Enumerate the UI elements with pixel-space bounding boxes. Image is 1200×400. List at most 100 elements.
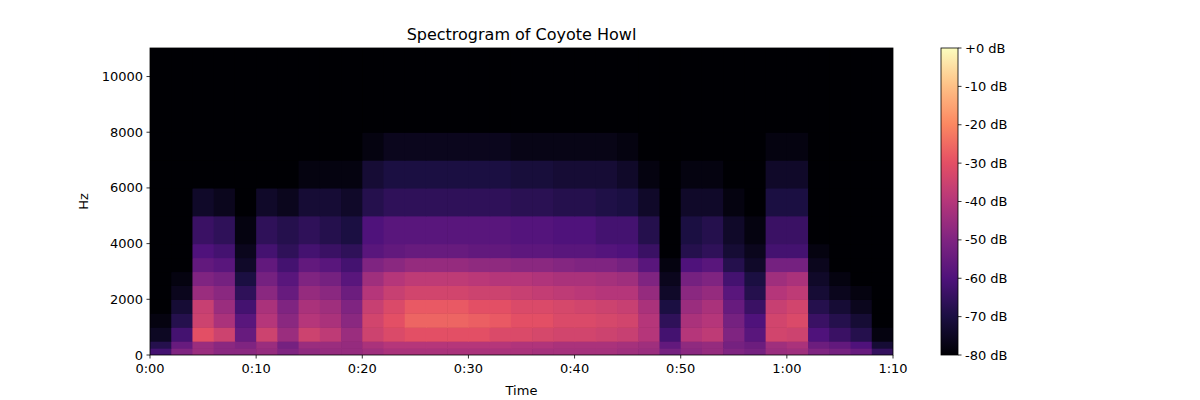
cell — [829, 271, 851, 286]
cell — [617, 244, 639, 259]
cell — [277, 313, 299, 328]
cell — [277, 299, 299, 314]
cell — [511, 48, 533, 133]
y-tick — [147, 187, 151, 188]
cell — [787, 188, 809, 216]
cell — [192, 285, 214, 300]
cell — [575, 348, 597, 355]
cell — [744, 313, 766, 328]
cell — [596, 348, 618, 355]
cell — [341, 327, 363, 342]
cell — [766, 48, 788, 133]
y-tick-label: 2000 — [110, 292, 143, 307]
cell — [426, 348, 448, 355]
cell — [320, 160, 342, 188]
colorbar-tick-label: -10 dB — [965, 79, 1008, 94]
cell — [235, 341, 257, 349]
cell — [681, 216, 703, 244]
cell — [702, 348, 724, 355]
cell — [405, 348, 427, 355]
cell — [490, 216, 512, 244]
cell — [617, 285, 639, 300]
cell — [702, 258, 724, 273]
cell — [150, 216, 172, 244]
cell — [192, 313, 214, 328]
cell — [851, 132, 873, 160]
cell — [511, 348, 533, 355]
cell — [766, 341, 788, 349]
cell — [468, 244, 490, 259]
cell — [723, 160, 745, 188]
cell — [150, 160, 172, 188]
cell — [299, 327, 321, 342]
cell — [787, 160, 809, 188]
cell — [808, 271, 830, 286]
cell — [808, 132, 830, 160]
x-tick-label: 0:00 — [135, 361, 164, 376]
cell — [277, 48, 299, 133]
cell — [384, 244, 406, 259]
cell — [468, 327, 490, 342]
cell — [702, 48, 724, 133]
cell — [468, 285, 490, 300]
y-tick-label: 0 — [135, 348, 143, 363]
cell — [214, 348, 236, 355]
cell — [468, 160, 490, 188]
cell — [405, 299, 427, 314]
cell — [659, 271, 681, 286]
cell — [490, 160, 512, 188]
cell — [659, 132, 681, 160]
cell — [596, 271, 618, 286]
cell — [256, 299, 278, 314]
cell — [532, 160, 554, 188]
cell — [659, 299, 681, 314]
cell — [659, 285, 681, 300]
cell — [681, 327, 703, 342]
cell — [872, 132, 893, 160]
cell — [299, 216, 321, 244]
cell — [638, 132, 660, 160]
cell — [384, 327, 406, 342]
cell — [617, 132, 639, 160]
cell — [872, 216, 893, 244]
cell — [447, 160, 469, 188]
cell — [851, 299, 873, 314]
cell — [150, 341, 172, 349]
y-tick — [147, 299, 151, 300]
cell — [702, 244, 724, 259]
cell — [362, 285, 384, 300]
colorbar-tick-label: -50 dB — [965, 232, 1008, 247]
cell — [617, 160, 639, 188]
cell — [362, 258, 384, 273]
colorbar-tick — [958, 163, 962, 164]
cell — [384, 348, 406, 355]
cell — [235, 313, 257, 328]
cell — [192, 160, 214, 188]
cell — [787, 48, 809, 133]
cell — [490, 48, 512, 133]
cell — [511, 271, 533, 286]
cell — [808, 285, 830, 300]
cell — [468, 216, 490, 244]
y-label: Hz — [76, 193, 91, 210]
x-tick — [574, 355, 575, 359]
cell — [617, 313, 639, 328]
cell — [723, 299, 745, 314]
cell — [808, 188, 830, 216]
cell — [299, 188, 321, 216]
cell — [299, 132, 321, 160]
cell — [256, 132, 278, 160]
cell — [341, 244, 363, 259]
cell — [681, 244, 703, 259]
cell — [277, 188, 299, 216]
plot-frame — [150, 48, 893, 355]
cell — [362, 160, 384, 188]
cell — [702, 216, 724, 244]
colorbar-tick-label: -20 dB — [965, 117, 1008, 132]
cell — [405, 160, 427, 188]
cell — [575, 299, 597, 314]
x-tick — [893, 355, 894, 359]
cell — [851, 160, 873, 188]
cell — [829, 244, 851, 259]
x-tick — [150, 355, 151, 359]
